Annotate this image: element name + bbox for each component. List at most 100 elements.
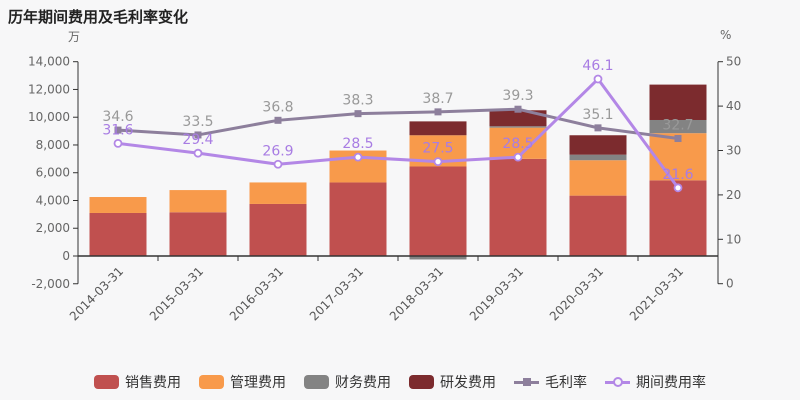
- period-expense-ratio-data-label: 27.5: [422, 141, 453, 157]
- period-expense-ratio-line[interactable]: [117, 77, 680, 189]
- right-axis-unit: %: [720, 28, 732, 42]
- legend-label: 财务费用: [335, 375, 391, 391]
- bar-segment-rd-expense[interactable]: [489, 110, 547, 127]
- legend-item-rd-expense[interactable]: 研发费用: [409, 372, 496, 392]
- legend-label: 管理费用: [230, 375, 286, 391]
- period-expense-ratio-marker[interactable]: [513, 152, 523, 162]
- left-axis-tick-label: -2,000: [31, 277, 70, 291]
- legend: 销售费用 管理费用 财务费用 研发费用 毛利率 期间费用率: [0, 372, 800, 392]
- right-axis-tick-label: 0: [726, 277, 734, 291]
- bar-segment-finance-expense[interactable]: [649, 119, 707, 134]
- plot-area: 14,000 12,000 10,000 8,000 6,000 4,000 2,000 0 -…: [28, 55, 741, 324]
- legend-item-sales-expense[interactable]: 销售费用: [94, 372, 181, 392]
- right-axis-tick-label: 20: [726, 188, 741, 202]
- gross-margin-data-label: 36.8: [262, 99, 293, 115]
- x-axis-category-label: 2016-03-31: [227, 264, 286, 323]
- left-axis-tick-label: 8,000: [36, 138, 70, 152]
- left-axis-tick-label: 2,000: [36, 221, 70, 235]
- right-axis-tick-label: 30: [726, 144, 741, 158]
- legend-label: 研发费用: [440, 375, 496, 391]
- gross-margin-marker[interactable]: [114, 126, 122, 134]
- gross-margin-marker[interactable]: [354, 110, 362, 118]
- legend-line-circle-icon: [605, 375, 630, 389]
- gross-margin-marker[interactable]: [674, 135, 682, 143]
- period-expense-ratio-marker[interactable]: [193, 148, 203, 158]
- right-axis-tick-label: 10: [726, 232, 741, 246]
- chart-title: 历年期间费用及毛利率变化: [8, 8, 189, 26]
- legend-label: 销售费用: [125, 375, 181, 391]
- legend-item-admin-expense[interactable]: 管理费用: [199, 372, 286, 392]
- left-axis-tick-label: 0: [62, 249, 70, 263]
- gross-margin-data-label: 33.5: [182, 114, 213, 130]
- left-axis-tick-label: 4,000: [36, 193, 70, 207]
- bar-segment-admin-expense[interactable]: [249, 182, 307, 204]
- bar-segment-finance-expense[interactable]: [409, 256, 467, 260]
- legend-swatch-icon: [409, 375, 434, 389]
- x-axis-category-label: 2020-03-31: [547, 264, 606, 323]
- x-axis-category-label: 2014-03-31: [67, 264, 126, 323]
- bar-segment-admin-expense[interactable]: [569, 160, 627, 196]
- period-expense-ratio-data-label: 28.5: [502, 136, 533, 152]
- gross-margin-marker[interactable]: [274, 116, 282, 124]
- legend-swatch-icon: [94, 375, 119, 389]
- legend-label: 毛利率: [545, 375, 587, 391]
- period-expense-ratio-data-label: 29.4: [182, 132, 213, 148]
- bar-segment-sales-expense[interactable]: [249, 203, 307, 256]
- bar-segment-admin-expense[interactable]: [169, 190, 227, 213]
- period-expense-ratio-marker[interactable]: [673, 183, 683, 193]
- left-axis-tick-label: 10,000: [28, 110, 70, 124]
- period-expense-ratio-marker[interactable]: [273, 159, 283, 169]
- gross-margin-data-label: 38.7: [422, 91, 453, 107]
- legend-item-period-expense-ratio[interactable]: 期间费用率: [605, 372, 706, 392]
- left-axis-tick-label: 6,000: [36, 166, 70, 180]
- legend-swatch-icon: [199, 375, 224, 389]
- period-expense-ratio-marker[interactable]: [353, 152, 363, 162]
- period-expense-ratio-data-label: 26.9: [262, 143, 293, 159]
- bar-segment-sales-expense[interactable]: [409, 166, 467, 256]
- legend-label: 期间费用率: [636, 375, 706, 391]
- gross-margin-marker[interactable]: [514, 105, 522, 113]
- period-expense-ratio-data-label: 46.1: [582, 58, 613, 74]
- bar-segment-rd-expense[interactable]: [409, 121, 467, 136]
- x-axis-category-label: 2015-03-31: [147, 264, 206, 323]
- bar-segment-finance-expense[interactable]: [489, 126, 547, 128]
- bar-segment-sales-expense[interactable]: [649, 180, 707, 256]
- gross-margin-data-label: 38.3: [342, 93, 373, 109]
- legend-item-gross-margin[interactable]: 毛利率: [514, 372, 587, 392]
- legend-circle-marker-icon: [612, 377, 623, 387]
- right-axis-tick-label: 40: [726, 99, 741, 113]
- gross-margin-line[interactable]: [117, 107, 679, 140]
- right-axis-tick-label: 50: [726, 55, 741, 69]
- bar-segment-sales-expense[interactable]: [489, 158, 547, 256]
- period-expense-ratio-marker[interactable]: [113, 138, 123, 148]
- bar-segment-sales-expense[interactable]: [569, 195, 627, 256]
- bar-segment-sales-expense[interactable]: [89, 212, 147, 256]
- x-axis-category-label: 2017-03-31: [307, 264, 366, 323]
- gross-margin-marker[interactable]: [594, 124, 602, 132]
- bar-segment-admin-expense[interactable]: [89, 197, 147, 213]
- gross-margin-marker[interactable]: [194, 131, 202, 139]
- bar-segment-rd-expense[interactable]: [569, 135, 627, 155]
- x-axis-category-label: 2018-03-31: [387, 264, 446, 323]
- legend-square-marker-icon: [522, 378, 531, 386]
- left-axis-tick-label: 14,000: [28, 55, 70, 69]
- gross-margin-data-label: 34.6: [102, 109, 133, 125]
- legend-swatch-icon: [304, 375, 329, 389]
- left-axis-unit: 万: [67, 30, 80, 44]
- period-expense-ratio-marker[interactable]: [433, 157, 443, 167]
- x-axis-category-label: 2021-03-31: [627, 264, 686, 323]
- bar-segment-finance-expense[interactable]: [569, 154, 627, 161]
- gross-margin-marker[interactable]: [434, 108, 442, 116]
- bar-segment-sales-expense[interactable]: [329, 182, 387, 256]
- period-expense-ratio-data-label: 28.5: [342, 136, 373, 152]
- bar-segment-sales-expense[interactable]: [169, 212, 227, 256]
- x-axis-category-label: 2019-03-31: [467, 264, 526, 323]
- gross-margin-data-label: 39.3: [502, 88, 533, 104]
- legend-item-finance-expense[interactable]: 财务费用: [304, 372, 391, 392]
- period-expense-ratio-marker[interactable]: [593, 74, 603, 84]
- period-expense-ratio-data-label: 21.6: [662, 167, 693, 183]
- gross-margin-data-label: 35.1: [582, 107, 613, 123]
- bar-segment-rd-expense[interactable]: [649, 84, 707, 120]
- left-axis-tick-label: 12,000: [28, 82, 70, 96]
